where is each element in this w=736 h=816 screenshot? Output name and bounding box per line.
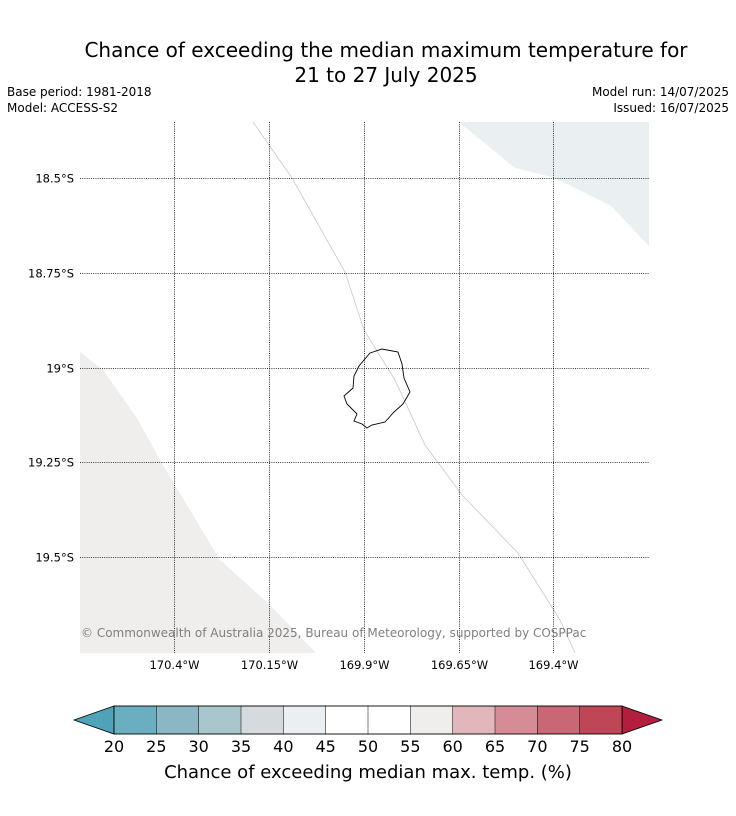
lon-label: 169.9°W bbox=[339, 658, 389, 672]
colorbar-tick-label: 70 bbox=[527, 737, 547, 756]
colorbar-tick-label: 80 bbox=[612, 737, 632, 756]
colorbar-tick-label: 50 bbox=[358, 737, 378, 756]
issued-date: Issued: 16/07/2025 bbox=[613, 101, 729, 115]
colorbar-over-arrow bbox=[621, 705, 664, 735]
map-panel: © Commonwealth of Australia 2025, Bureau… bbox=[80, 122, 649, 653]
lat-label: 19°S bbox=[46, 362, 74, 376]
colorbar-tick-label: 60 bbox=[442, 737, 462, 756]
colorbar-under-arrow bbox=[72, 705, 115, 735]
colorbar-segment bbox=[579, 705, 623, 735]
lat-label: 19.5°S bbox=[35, 551, 74, 565]
colorbar-segment bbox=[240, 705, 284, 735]
probability-region-southwest bbox=[80, 352, 316, 653]
colorbar-outline bbox=[113, 705, 623, 735]
contour-line bbox=[252, 122, 576, 653]
colorbar-segment bbox=[367, 705, 411, 735]
latitude-labels: 18.5°S 18.75°S 19°S 19.25°S 19.5°S bbox=[28, 172, 74, 565]
colorbar-tick-label: 20 bbox=[104, 737, 124, 756]
colorbar-tick-label: 45 bbox=[315, 737, 335, 756]
colorbar-segment bbox=[283, 705, 327, 735]
colorbar-segment bbox=[325, 705, 369, 735]
colorbar-tick-label: 25 bbox=[146, 737, 166, 756]
copyright-text: © Commonwealth of Australia 2025, Bureau… bbox=[81, 626, 586, 640]
lat-label: 18.75°S bbox=[28, 267, 74, 281]
base-period: Base period: 1981-2018 bbox=[7, 85, 152, 99]
colorbar-title: Chance of exceeding median max. temp. (%… bbox=[164, 762, 572, 783]
title-line-1: Chance of exceeding the median maximum t… bbox=[84, 38, 688, 62]
probability-region-northeast bbox=[459, 122, 649, 246]
colorbar-segment bbox=[113, 705, 157, 735]
colorbar-segment bbox=[452, 705, 496, 735]
colorbar-tick-label: 35 bbox=[231, 737, 251, 756]
lon-label: 170.4°W bbox=[149, 658, 199, 672]
colorbar-segment bbox=[494, 705, 538, 735]
colorbar-segments bbox=[113, 705, 623, 735]
colorbar-segment bbox=[156, 705, 200, 735]
lon-label: 169.4°W bbox=[528, 658, 578, 672]
colorbar-tick-label: 55 bbox=[400, 737, 420, 756]
model-run: Model run: 14/07/2025 bbox=[591, 85, 729, 99]
title-line-2: 21 to 27 July 2025 bbox=[294, 63, 478, 87]
longitude-labels: 170.4°W 170.15°W 169.9°W 169.65°W 169.4°… bbox=[149, 658, 578, 672]
colorbar-segment bbox=[410, 705, 454, 735]
colorbar-tick-labels: 20 25 30 35 40 45 50 55 60 65 70 75 80 bbox=[104, 737, 632, 756]
lat-label: 18.5°S bbox=[35, 172, 74, 186]
colorbar-tick-label: 65 bbox=[485, 737, 505, 756]
map-title: Chance of exceeding the median maximum t… bbox=[0, 38, 736, 88]
colorbar: 20 25 30 35 40 45 50 55 60 65 70 75 80 Chance of exc… bbox=[72, 705, 664, 783]
model-name: Model: ACCESS-S2 bbox=[7, 101, 119, 115]
lon-label: 170.15°W bbox=[241, 658, 298, 672]
meta-left: Base period: 1981-2018 Model: ACCESS-S2 bbox=[7, 84, 152, 116]
longitude-gridlines bbox=[174, 122, 554, 653]
colorbar-tick-label: 75 bbox=[569, 737, 589, 756]
colorbar-segment bbox=[537, 705, 581, 735]
colorbar-tick-label: 40 bbox=[273, 737, 293, 756]
island-coastline bbox=[343, 348, 411, 429]
lon-label: 169.65°W bbox=[431, 658, 488, 672]
colorbar-tick-label: 30 bbox=[188, 737, 208, 756]
meta-right: Model run: 14/07/2025 Issued: 16/07/2025 bbox=[592, 84, 729, 116]
lat-label: 19.25°S bbox=[28, 456, 74, 470]
colorbar-segment bbox=[198, 705, 242, 735]
